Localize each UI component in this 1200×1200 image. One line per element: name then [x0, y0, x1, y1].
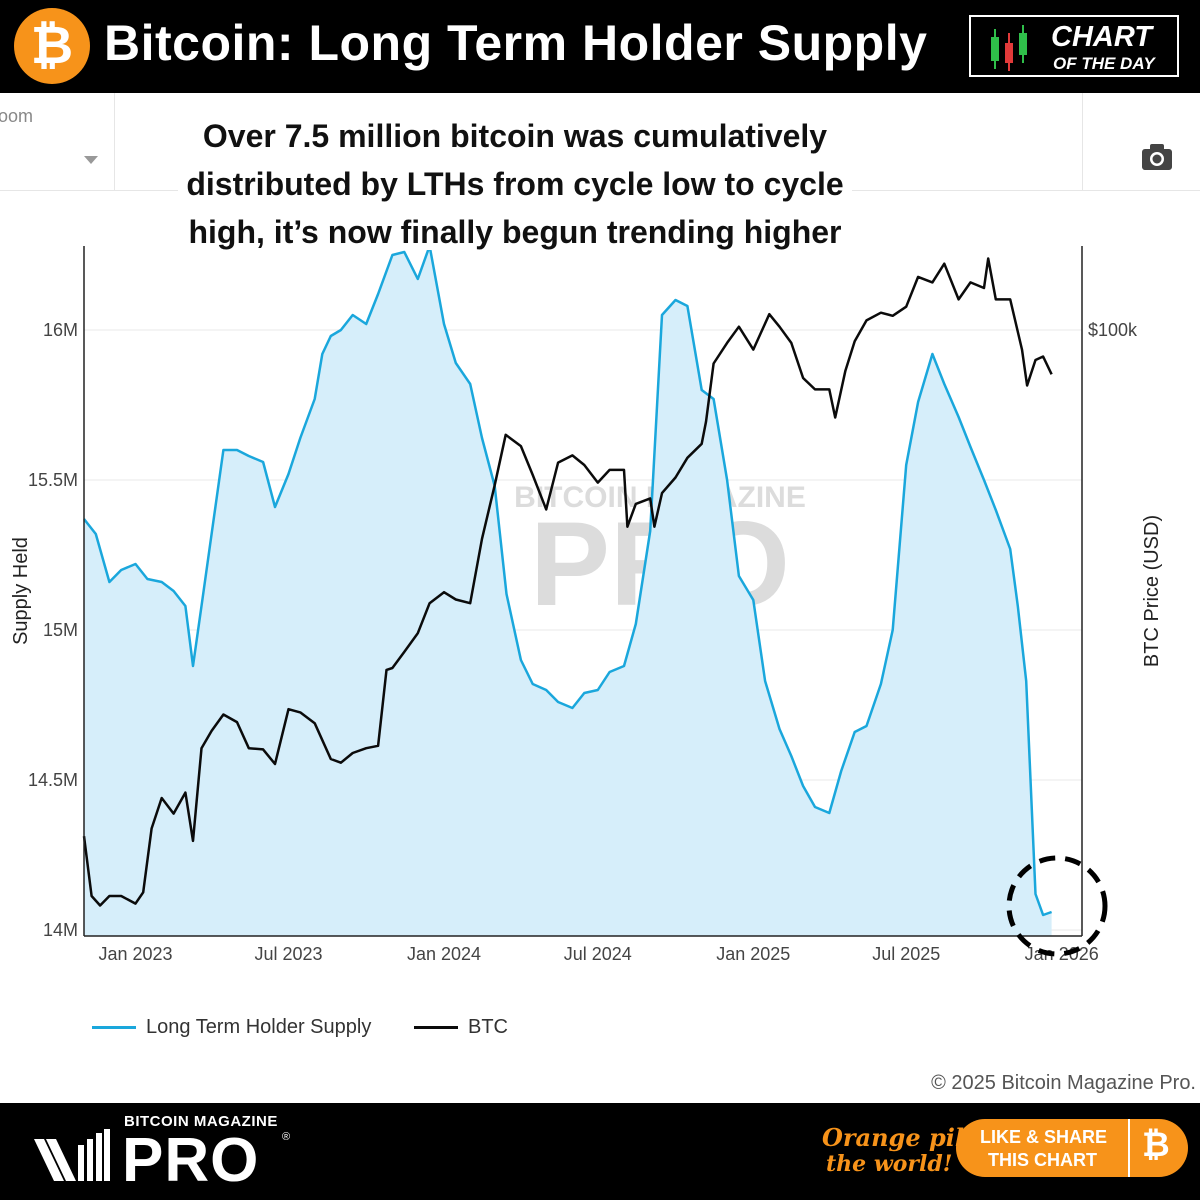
share-divider	[1128, 1119, 1130, 1177]
x-tick-label: Jan 2026	[1025, 944, 1099, 964]
legend-swatch	[92, 1026, 136, 1029]
annotation-line: distributed by LTHs from cycle low to cy…	[178, 166, 852, 202]
bitcoin-icon: ₿	[1142, 1125, 1170, 1165]
badge-line1: CHART	[1051, 21, 1152, 53]
annotation-line: Over 7.5 million bitcoin was cumulativel…	[194, 118, 836, 154]
y2-tick-label: $100k	[1088, 320, 1138, 340]
slogan-line2: the world!	[826, 1151, 953, 1177]
share-line1: LIKE & SHARE	[980, 1127, 1108, 1147]
x-tick-label: Jan 2023	[99, 944, 173, 964]
chart: BITCOIN MAGAZINE PRO 14M14.5M15M15.5M16M…	[10, 244, 1163, 964]
registered-mark: ®	[282, 1131, 291, 1143]
x-tick-label: Jan 2025	[716, 944, 790, 964]
header-bar: ₿ Bitcoin: Long Term Holder Supply CHART…	[0, 0, 1200, 93]
legend-swatch	[414, 1026, 458, 1029]
annotation-text: Over 7.5 million bitcoin was cumulativel…	[100, 112, 930, 256]
x-tick-label: Jan 2024	[407, 944, 481, 964]
x-tick-label: Jul 2025	[872, 944, 940, 964]
slogan-line1: Orange pill	[822, 1123, 974, 1152]
badge-line2: OF THE DAY	[1053, 54, 1155, 73]
y-tick-label: 15.5M	[28, 470, 78, 490]
bitcoin-symbol: ₿	[30, 16, 74, 76]
legend-label: Long Term Holder Supply	[146, 1016, 372, 1038]
chevron-down-icon[interactable]	[84, 156, 98, 164]
zoom-label: oom	[0, 106, 34, 126]
bitcoin-magazine-logo-icon	[34, 1129, 110, 1181]
copyright: © 2025 Bitcoin Magazine Pro.	[931, 1072, 1196, 1094]
y-tick-label: 16M	[43, 320, 78, 340]
footer-brand-small: BITCOIN MAGAZINE	[124, 1113, 278, 1130]
x-tick-label: Jul 2023	[254, 944, 322, 964]
like-share-button[interactable]: LIKE & SHARE THIS CHART ₿	[956, 1119, 1188, 1177]
y-axis-label: Supply Held	[10, 537, 32, 645]
page-title: Bitcoin: Long Term Holder Supply	[104, 15, 928, 71]
camera-icon[interactable]	[1140, 142, 1174, 172]
y2-axis-label: BTC Price (USD)	[1141, 515, 1163, 667]
y-tick-label: 14M	[43, 920, 78, 940]
footer-brand-large: PRO	[122, 1126, 260, 1195]
btc-line	[82, 257, 1053, 907]
lth-line	[83, 244, 1053, 917]
footer-bar: BITCOIN MAGAZINE PRO ® Orange pill the w…	[0, 1103, 1200, 1200]
y-tick-label: 14.5M	[28, 770, 78, 790]
y-tick-label: 15M	[43, 620, 78, 640]
legend-label: BTC	[468, 1016, 508, 1038]
x-tick-label: Jul 2024	[564, 944, 632, 964]
candlestick-icon	[991, 25, 1027, 71]
share-line2: THIS CHART	[988, 1150, 1097, 1170]
bitcoin-logo-icon: ₿	[14, 8, 90, 84]
toolbar-separator	[114, 93, 115, 190]
annotation-line: high, it’s now finally begun trending hi…	[180, 214, 850, 250]
chart-of-the-day-badge: CHART OF THE DAY	[969, 15, 1179, 77]
toolbar-separator	[1082, 93, 1083, 190]
highlight-circle	[1006, 855, 1108, 957]
lth-area	[84, 246, 1052, 936]
